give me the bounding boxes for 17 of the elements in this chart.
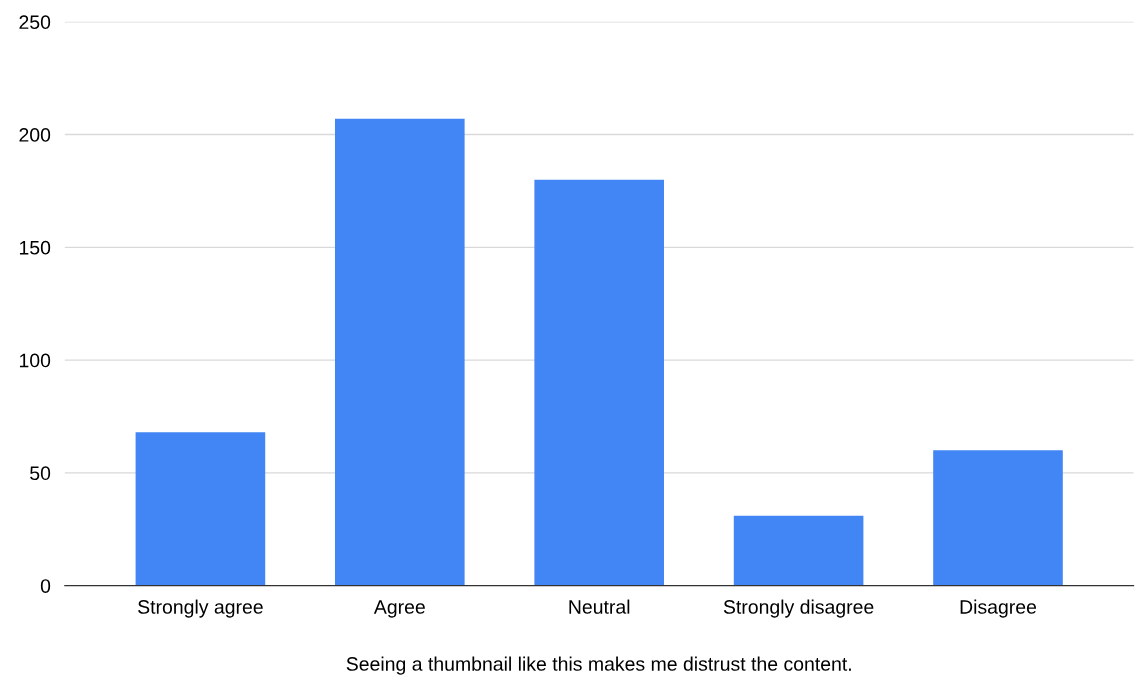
y-tick-label: 200 xyxy=(19,128,51,142)
bar xyxy=(135,432,266,586)
y-tick-label: 250 xyxy=(19,15,51,30)
y-tick-label: 0 xyxy=(40,579,51,593)
y-tick-label: 50 xyxy=(30,466,51,481)
x-tick-label: Strongly agree xyxy=(138,599,263,618)
x-tick-label: Agree xyxy=(373,600,425,618)
bar xyxy=(733,515,864,586)
bar xyxy=(334,118,465,586)
y-tick-label: 100 xyxy=(19,353,51,368)
x-tick-label: Neutral xyxy=(569,599,630,614)
x-tick-label: Strongly disagree xyxy=(723,599,874,618)
y-tick-label: 150 xyxy=(19,240,51,255)
x-axis-title: Seeing a thumbnail like this makes me distrust the content. xyxy=(346,656,851,675)
x-tick-label: Disagree xyxy=(960,599,1037,618)
bar xyxy=(534,179,664,586)
bar xyxy=(933,450,1063,586)
